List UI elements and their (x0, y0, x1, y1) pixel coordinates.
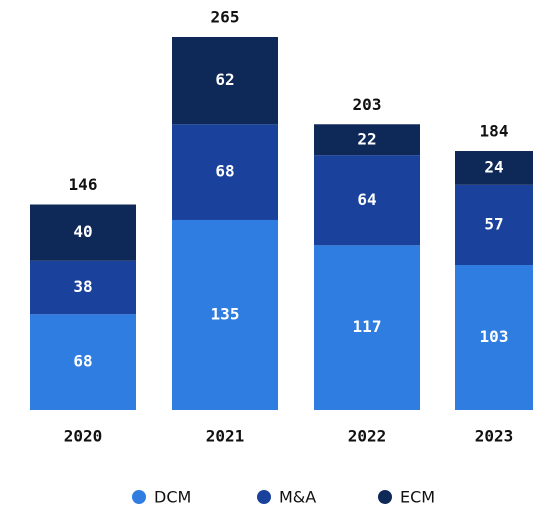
data-label: 68 (73, 352, 92, 371)
bar-segment (455, 151, 533, 185)
legend-marker (378, 490, 392, 504)
data-label: 135 (211, 304, 240, 323)
x-tick-label: 2020 (64, 427, 103, 446)
bar-segment (314, 155, 420, 246)
bar-segment (172, 219, 278, 410)
data-label: 103 (480, 327, 509, 346)
total-label: 146 (69, 175, 98, 194)
data-label: 68 (215, 162, 234, 181)
data-label: 22 (357, 129, 376, 148)
bar-segment (172, 37, 278, 125)
bar-segment (455, 184, 533, 266)
data-label: 62 (215, 70, 234, 89)
data-label: 64 (357, 190, 376, 209)
legend-marker (132, 490, 146, 504)
total-label: 265 (211, 8, 240, 27)
bar-segment (172, 124, 278, 220)
legend-marker (257, 490, 271, 504)
data-label: 24 (484, 157, 503, 176)
legend-label: ECM (400, 488, 435, 507)
total-label: 184 (480, 122, 509, 141)
data-label: 40 (73, 222, 92, 241)
legend-label: DCM (154, 488, 191, 507)
x-tick-label: 2022 (348, 427, 387, 446)
bar-segment (455, 265, 533, 410)
x-tick-label: 2021 (206, 427, 245, 446)
bar-segment (30, 314, 136, 410)
bar-segment (314, 124, 420, 156)
bar-segment (30, 204, 136, 261)
x-tick-label: 2023 (475, 427, 514, 446)
total-label: 203 (353, 95, 382, 114)
data-label: 117 (353, 317, 382, 336)
bar-segment (30, 260, 136, 315)
legend-label: M&A (279, 488, 316, 507)
bar-segment (314, 245, 420, 410)
data-label: 57 (484, 214, 503, 233)
data-label: 38 (73, 277, 92, 296)
